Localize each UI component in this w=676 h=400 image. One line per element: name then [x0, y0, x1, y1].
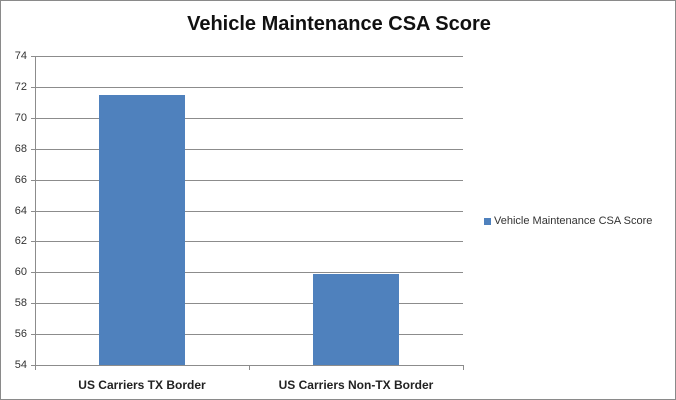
y-tick-label: 60 — [14, 266, 27, 278]
gridline — [35, 211, 463, 212]
y-tick — [31, 56, 35, 57]
y-tick-label: 72 — [14, 81, 27, 93]
x-category-label: US Carriers TX Border — [78, 378, 206, 392]
x-category-label: US Carriers Non-TX Border — [278, 378, 434, 392]
y-tick — [31, 149, 35, 150]
x-tick — [463, 365, 464, 370]
gridline — [35, 334, 463, 335]
gridline — [35, 56, 463, 57]
y-tick-label: 58 — [14, 297, 27, 309]
legend-label: Vehicle Maintenance CSA Score — [494, 215, 653, 227]
y-tick — [31, 334, 35, 335]
gridline — [35, 149, 463, 150]
y-tick — [31, 303, 35, 304]
y-tick-label: 74 — [14, 50, 27, 62]
y-tick-label: 68 — [14, 143, 27, 155]
bar-0 — [99, 95, 185, 365]
y-tick — [31, 180, 35, 181]
y-tick — [31, 87, 35, 88]
gridline — [35, 303, 463, 304]
y-tick — [31, 241, 35, 242]
legend-swatch-icon — [484, 217, 491, 225]
gridline — [35, 180, 463, 181]
gridline — [35, 118, 463, 119]
y-tick — [31, 211, 35, 212]
x-tick — [35, 365, 36, 370]
y-tick-label: 54 — [14, 359, 27, 371]
gridline — [35, 87, 463, 88]
x-tick — [249, 365, 250, 370]
y-tick-label: 70 — [14, 112, 27, 124]
y-tick-label: 56 — [14, 328, 27, 340]
y-tick-label: 62 — [14, 235, 27, 247]
y-tick — [31, 272, 35, 273]
y-tick — [31, 365, 35, 366]
gridline — [35, 241, 463, 242]
y-tick-label: 66 — [14, 174, 27, 186]
y-tick-label: 64 — [14, 205, 27, 217]
legend: Vehicle Maintenance CSA Score — [484, 215, 652, 227]
bar-1 — [313, 274, 399, 365]
gridline — [35, 272, 463, 273]
plot-area: 54 56 58 60 62 64 66 68 70 72 74 US Carriers TX Bor… — [15, 50, 464, 392]
chart-title: Vehicle Maintenance CSA Score — [187, 13, 491, 35]
y-tick — [31, 118, 35, 119]
